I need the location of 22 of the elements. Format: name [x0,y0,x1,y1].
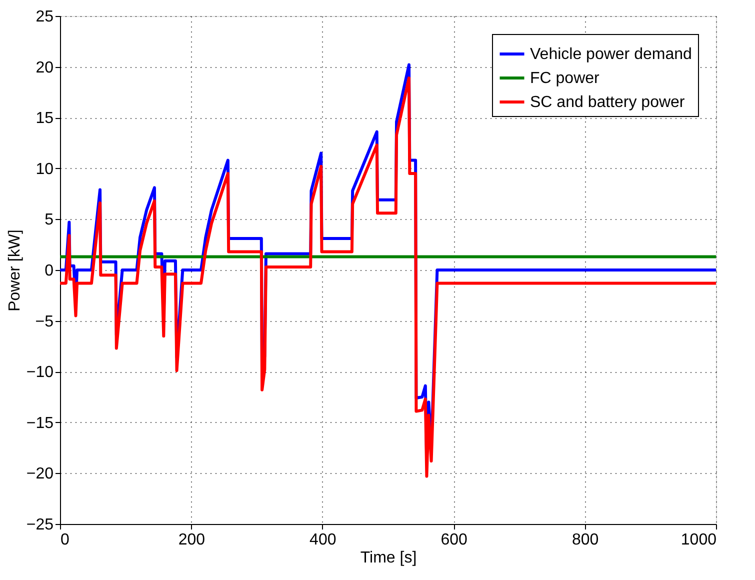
y-tick-label: −10 [26,364,54,382]
legend-label: SC and battery power [530,94,686,111]
x-tick-label: 800 [572,532,599,548]
y-tick-label: −5 [35,313,54,330]
legend-label: Vehicle power demand [530,46,692,63]
y-tick-label: −20 [26,466,54,483]
x-tick-label: 1000 [680,532,717,548]
y-axis-title: Power [kW] [6,230,24,312]
y-tick-label: −25 [26,516,54,534]
y-tick-label: 15 [36,110,54,128]
y-tick-label: 5 [44,212,54,229]
x-tick-label: 600 [440,532,468,548]
y-tick-label: 10 [36,160,54,178]
x-axis-title: Time [s] [360,550,417,566]
y-tick-label: 25 [36,8,54,26]
y-tick-label: 20 [36,59,54,76]
y-tick-label: −15 [26,414,54,432]
x-tick-label: 200 [178,532,206,548]
x-tick-label: 0 [60,532,70,548]
y-tick-label: 0 [44,262,54,280]
x-tick-label: 400 [310,532,336,548]
legend-label: FC power [530,70,600,87]
